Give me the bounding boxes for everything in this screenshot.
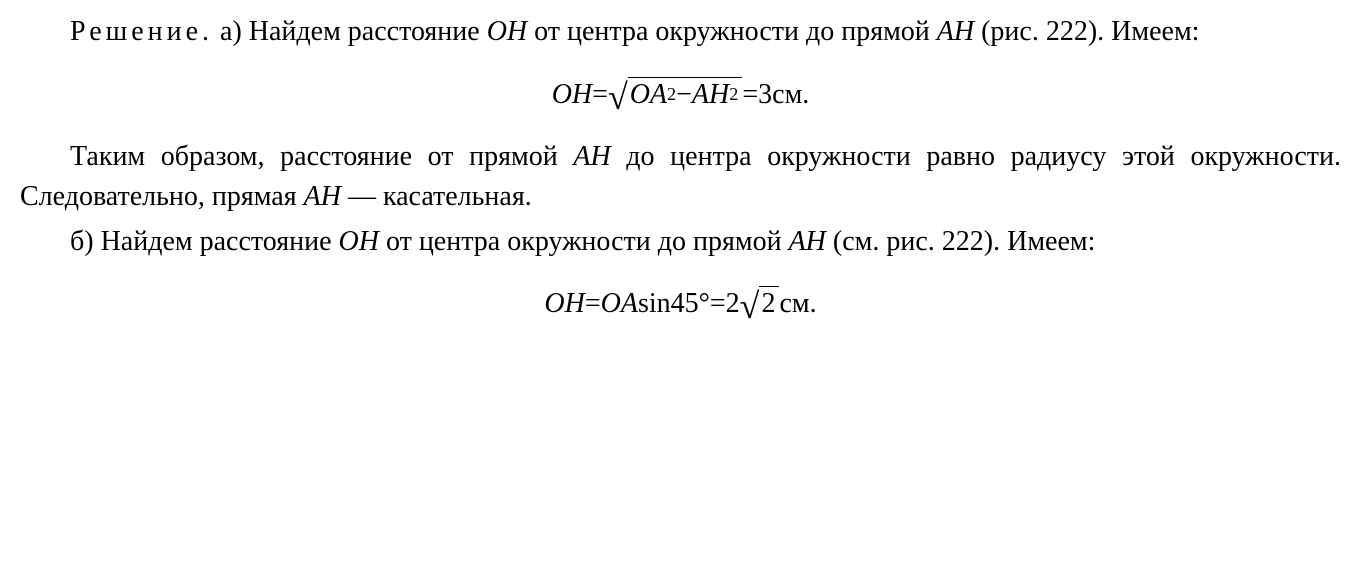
angle-value: 45 [671, 288, 699, 320]
text-segment: Найдем расстояние [249, 16, 487, 47]
variable-oh: OH [487, 16, 527, 47]
solution-paragraph-b-intro: б) Найдем расстояние OH от центра окружн… [20, 222, 1341, 263]
text-segment: от центра окружности до прямой [379, 226, 789, 257]
variable-ah: AH [304, 181, 341, 212]
minus-sign: − [676, 79, 692, 111]
sqrt-var-ah: AH [692, 79, 729, 111]
variable-ah: AH [573, 141, 610, 172]
units-cm: см. [779, 288, 816, 320]
sqrt-icon: √ [608, 79, 628, 115]
formula-lhs: OH [544, 288, 584, 320]
formula-oh-sin: OH = OA sin 45° = 2 √ 2 см. [20, 286, 1341, 322]
text-segment: Найдем расстояние [101, 226, 339, 257]
sqrt-expression: √ OA2 − AH2 [608, 77, 742, 113]
sqrt-value: 2 [761, 288, 775, 320]
equals-sign: = [710, 288, 726, 320]
equals-sign: = [742, 79, 758, 111]
formula-var-oa: OA [601, 288, 638, 320]
variable-ah: AH [937, 16, 974, 47]
equals-sign: = [585, 288, 601, 320]
degree-icon: ° [699, 288, 710, 320]
sqrt-var-oa: OA [630, 79, 667, 111]
exponent: 2 [667, 84, 676, 105]
formula-coefficient: 2 [726, 288, 740, 320]
formula-lhs: OH [552, 79, 592, 111]
formula-oh-sqrt: OH = √ OA2 − AH2 = 3 см. [20, 77, 1341, 113]
units-cm: см. [772, 79, 809, 111]
solution-label: Решение. [70, 16, 213, 47]
text-segment: Таким образом, расстояние от прямой [70, 141, 573, 172]
sin-function: sin [638, 288, 671, 320]
solution-paragraph-conclusion-a: Таким образом, расстояние от прямой AH д… [20, 137, 1341, 218]
variable-oh: OH [339, 226, 379, 257]
part-a-label: а) [213, 16, 249, 47]
part-b-label: б) [70, 226, 101, 257]
sqrt-expression: √ 2 [740, 286, 780, 322]
exponent: 2 [729, 84, 738, 105]
text-segment: — касательная. [341, 181, 532, 212]
solution-paragraph-a-intro: Решение. а) Найдем расстояние OH от цент… [20, 12, 1341, 53]
variable-ah: AH [789, 226, 826, 257]
text-segment: (см. рис. 222). Имеем: [826, 226, 1096, 257]
formula-value: 3 [758, 79, 772, 111]
equals-sign: = [592, 79, 608, 111]
sqrt-icon: √ [740, 288, 760, 324]
text-segment: от центра окружности до прямой [527, 16, 937, 47]
text-segment: (рис. 222). Имеем: [974, 16, 1199, 47]
